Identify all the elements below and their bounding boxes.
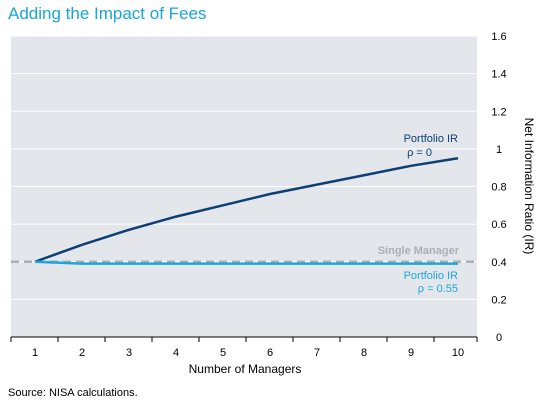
y-tick-label: 0.6: [491, 219, 506, 231]
y-axis-title: Net Information Ratio (IR): [522, 118, 536, 255]
x-axis: 1 2 3 4 5 6 7 8 9 10: [10, 336, 478, 359]
y-tick-label: 1.4: [491, 69, 506, 81]
x-tick-label: 2: [79, 347, 85, 359]
y-tick-label: 1.6: [491, 31, 506, 43]
chart-title: Adding the Impact of Fees: [8, 4, 207, 23]
x-axis-title: Number of Managers: [189, 362, 302, 376]
y-axis: 0 0.2 0.4 0.6 0.8 1 1.2 1.4 1.6: [491, 31, 506, 344]
series-lines: [34, 157, 459, 265]
y-tick-label: 1.2: [491, 106, 506, 118]
y-tick-label: 0.4: [491, 257, 506, 269]
y-tick-label: 1: [496, 144, 502, 156]
x-tick-label: 6: [267, 347, 273, 359]
x-tick-label: 10: [452, 347, 464, 359]
series-label-rho-0-line1: Portfolio IR: [404, 133, 458, 145]
gridlines: [11, 35, 477, 300]
source-note: Source: NISA calculations.: [8, 387, 138, 399]
x-tick-label: 8: [361, 347, 367, 359]
x-tick-label: 9: [408, 347, 414, 359]
series-label-rho-055-line1: Portfolio IR: [404, 270, 458, 282]
single-manager-label: Single Manager: [378, 245, 460, 257]
y-tick-label: 0.2: [491, 294, 506, 306]
single-manager-reference: Single Manager: [11, 245, 477, 263]
x-tick-label: 4: [173, 347, 179, 359]
series-line-rho-055: [34, 260, 458, 265]
x-tick-label: 3: [126, 347, 132, 359]
x-tick-label: 5: [220, 347, 226, 359]
series-label-rho-0-line2: ρ = 0: [407, 147, 432, 159]
x-tick-label: 7: [314, 347, 320, 359]
y-tick-label: 0.8: [491, 182, 506, 194]
y-tick-label: 0: [496, 332, 502, 344]
x-tick-label: 1: [32, 347, 38, 359]
series-label-rho-055-line2: ρ = 0.55: [418, 283, 458, 295]
series-line-rho-0: [34, 157, 459, 263]
